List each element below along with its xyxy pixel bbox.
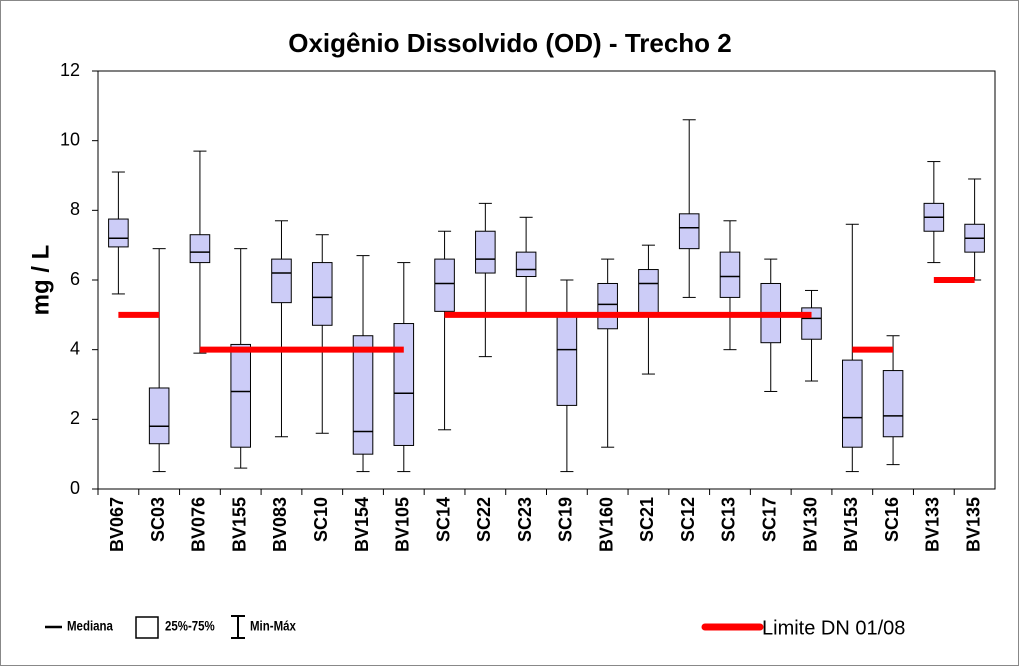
box: [148, 387, 170, 445]
x-tick-label: BV067: [107, 497, 127, 552]
x-tick-label: SC16: [882, 497, 902, 542]
legend-box-symbol: [135, 616, 159, 639]
x-tick-label: BV154: [352, 497, 372, 552]
box: [311, 262, 333, 326]
x-tick-label: SC10: [311, 497, 331, 542]
y-tick-label: 6: [70, 269, 80, 289]
box: [678, 213, 700, 250]
legend-whisker-symbol: [231, 615, 245, 639]
legend-label: Mediana: [67, 618, 114, 634]
box: [352, 335, 374, 455]
x-tick-label: SC19: [556, 497, 576, 542]
box: [556, 314, 578, 406]
box: [271, 258, 292, 304]
box: [108, 218, 129, 248]
x-tick-label: BV153: [841, 497, 861, 552]
x-tick-label: SC13: [719, 497, 739, 542]
x-tick-label: BV135: [963, 497, 983, 552]
x-tick-label: SC14: [433, 497, 453, 542]
x-tick-label: SC21: [637, 497, 657, 542]
box: [475, 230, 496, 274]
x-tick-label: SC12: [678, 497, 698, 542]
y-tick-label: 2: [70, 408, 80, 428]
box: [882, 370, 904, 438]
x-tick-label: BV130: [800, 497, 820, 552]
box: [230, 343, 251, 448]
x-tick-label: SC22: [474, 497, 494, 542]
x-tick-label: BV083: [270, 497, 290, 552]
box: [434, 258, 455, 312]
box: [719, 251, 741, 298]
legend-label: 25%-75%: [165, 618, 215, 634]
y-tick-label: 10: [60, 129, 80, 149]
legend-label: Min-Máx: [250, 618, 297, 634]
x-tick-label: BV133: [923, 497, 943, 552]
legend-label: Limite DN 01/08: [762, 617, 905, 639]
x-tick-label: SC23: [515, 497, 535, 542]
box: [842, 359, 863, 448]
chart-title: Oxigênio Dissolvido (OD) - Trecho 2: [288, 28, 732, 58]
y-tick-label: 0: [70, 478, 80, 498]
y-tick-label: 12: [60, 60, 80, 80]
x-tick-label: BV105: [393, 497, 413, 552]
box: [189, 234, 211, 264]
y-tick-label: 4: [70, 338, 80, 358]
box: [515, 251, 537, 278]
box: [597, 282, 618, 330]
y-axis-label: mg / L: [27, 245, 54, 316]
y-tick-label: 8: [70, 199, 80, 219]
x-tick-label: BV155: [229, 497, 249, 552]
x-tick-label: BV160: [596, 497, 616, 552]
x-tick-label: SC17: [760, 497, 780, 542]
x-tick-label: BV076: [189, 497, 209, 552]
box: [393, 323, 415, 446]
x-tick-label: SC03: [148, 497, 168, 542]
box: [638, 269, 659, 316]
